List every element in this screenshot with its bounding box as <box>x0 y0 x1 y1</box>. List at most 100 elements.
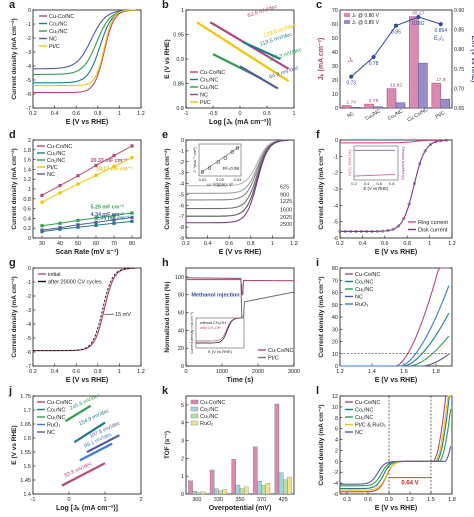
panel-label-g: g <box>9 257 16 269</box>
inset-x-label: E (V vs RHE) <box>364 186 389 191</box>
y-tick-label: 70 <box>332 8 338 14</box>
tafel-line <box>86 434 120 453</box>
legend-entry: Pt/C & RuO₂ <box>355 423 386 429</box>
tof-bar <box>283 479 288 495</box>
y-tick-label: 12 <box>332 394 338 400</box>
y-tick-label: -2 <box>179 160 184 166</box>
k-l-point <box>208 166 211 170</box>
cdl-point <box>112 213 116 218</box>
legend-entry: Co₁/NC <box>47 408 65 414</box>
y-tick-label: 1.55 <box>20 450 31 456</box>
inset-x-label: E (V vs RHE) <box>208 349 232 354</box>
cdl-point <box>112 154 116 158</box>
x-tick-label: 0.9 <box>385 497 393 503</box>
rpm-label: 2025 <box>280 215 292 221</box>
legend-entry: NC <box>47 430 55 436</box>
y-tick-label: 0 <box>28 8 31 14</box>
cdl-value-label: 5.25 mF cm⁻² <box>91 205 125 211</box>
x-tick-label: 70 <box>111 241 117 247</box>
x-tick-label: 0.4 <box>51 111 59 117</box>
y-tick-label: -3 <box>179 171 184 177</box>
y-tick-label: -3 <box>26 308 31 314</box>
cdl-point <box>58 191 62 195</box>
cdl-point <box>94 173 98 177</box>
delta-e-label: 0.64 V <box>401 481 418 487</box>
legend-entry: Jₖ @ 0.85 V <box>352 20 380 26</box>
y-tick-label: -5 <box>179 192 184 198</box>
cdl-point <box>94 220 98 224</box>
x-tick-label: 1 <box>428 241 431 247</box>
legend-entry: Cu₁/NC <box>355 415 373 421</box>
y-tick-label: 1.2 <box>23 177 31 183</box>
legend-entry: Cu-Co/NC <box>200 400 225 406</box>
y-tick-label: 2 <box>181 456 184 462</box>
y-tick-label: 60 <box>178 311 184 317</box>
bar-value-label: 1.74 <box>347 100 357 106</box>
y-tick-label: 60 <box>332 291 338 297</box>
tof-bar <box>214 488 219 495</box>
x-tick-label: 1.8 <box>448 497 456 503</box>
x-tick-label: 0.2 <box>336 241 344 247</box>
y-tick-label: 70 <box>332 278 338 284</box>
x-tick-label: 1.2 <box>336 369 344 375</box>
legend-entry: Cu-Co/NC <box>47 144 72 150</box>
y-tick-label: -5 <box>26 336 31 342</box>
y-tick-label: 40 <box>332 315 338 321</box>
legend-entry: NC <box>49 37 57 43</box>
x-tick-label: 0.6 <box>72 369 80 375</box>
panel-label-h: h <box>162 257 169 269</box>
y-tick-label: 1.45 <box>20 478 31 484</box>
x-tick-label: 0.4 <box>364 181 370 186</box>
y-tick-label: -4 <box>179 182 184 188</box>
x-tick-label: 1.8 <box>432 369 440 375</box>
cdl-point <box>40 228 44 232</box>
disk-marker <box>444 138 448 142</box>
y-tick-label: 50 <box>332 36 338 42</box>
legend-entry: Cu₁/NC <box>47 151 65 157</box>
y-tick-label: -6 <box>26 92 31 98</box>
x-tick-label: 0.02 <box>199 177 208 182</box>
tof-bar <box>278 472 284 495</box>
y-tick-label: 0 <box>181 492 184 498</box>
x-tick-label: 350 <box>235 497 244 503</box>
e12-point <box>438 22 443 27</box>
legend-entry: RuO₂ <box>47 423 60 429</box>
y-tick-label: 1.4 <box>23 492 31 498</box>
e12-value-label: 0.882 <box>412 21 425 27</box>
bar-value-label: 13.83 <box>390 83 402 89</box>
x-tick-label: 1.2 <box>406 497 414 503</box>
legend-entry: Ring current <box>418 220 448 226</box>
inset-y-label: J⁻¹(mA⁻¹ cm²) <box>192 147 197 173</box>
curve-Cu-Co/NC <box>33 9 136 94</box>
x-tick-label: Co₁/NC <box>387 108 405 122</box>
cdl-point <box>58 183 62 188</box>
legend-entry: NC <box>200 93 208 99</box>
legend-entry: Cu-Co/NC <box>268 348 293 354</box>
y-tick-label: 20 <box>332 340 338 346</box>
y-tick-label: 0 <box>335 106 338 112</box>
cdl-point <box>112 218 116 222</box>
x-tick-label: 1.2 <box>448 241 456 247</box>
disk-marker <box>428 142 432 147</box>
e12-point <box>371 55 376 60</box>
y-tick-label: 0.9 <box>176 57 184 63</box>
tof-bar <box>239 488 245 495</box>
legend-entry: Cu₁/NC <box>200 85 218 91</box>
y-tick-label: 40 <box>332 50 338 56</box>
x-tick-label: 1.2 <box>137 111 145 117</box>
cdl-point <box>76 218 80 222</box>
bar-jk-085 <box>373 106 383 109</box>
disk-marker <box>381 229 385 233</box>
y-tick-label: 80 <box>178 293 184 299</box>
panel-label-e: e <box>162 129 168 141</box>
y-tick-label: 5 <box>181 403 184 409</box>
y-tick-label: 0.4 <box>23 216 31 222</box>
y-tick-label: 1.65 <box>20 422 31 428</box>
legend-entry: Co₁/NC <box>200 78 218 84</box>
y-axis-label: Jₖ (mA cm⁻²) <box>318 38 325 81</box>
y-axis-label: Current density (mA cm⁻²) <box>11 18 18 99</box>
x-tick-label: 1 <box>103 497 106 503</box>
x-tick-label: 1000 <box>216 369 228 375</box>
k-l-point <box>230 150 234 154</box>
y-tick-label: 1.7 <box>23 408 31 414</box>
